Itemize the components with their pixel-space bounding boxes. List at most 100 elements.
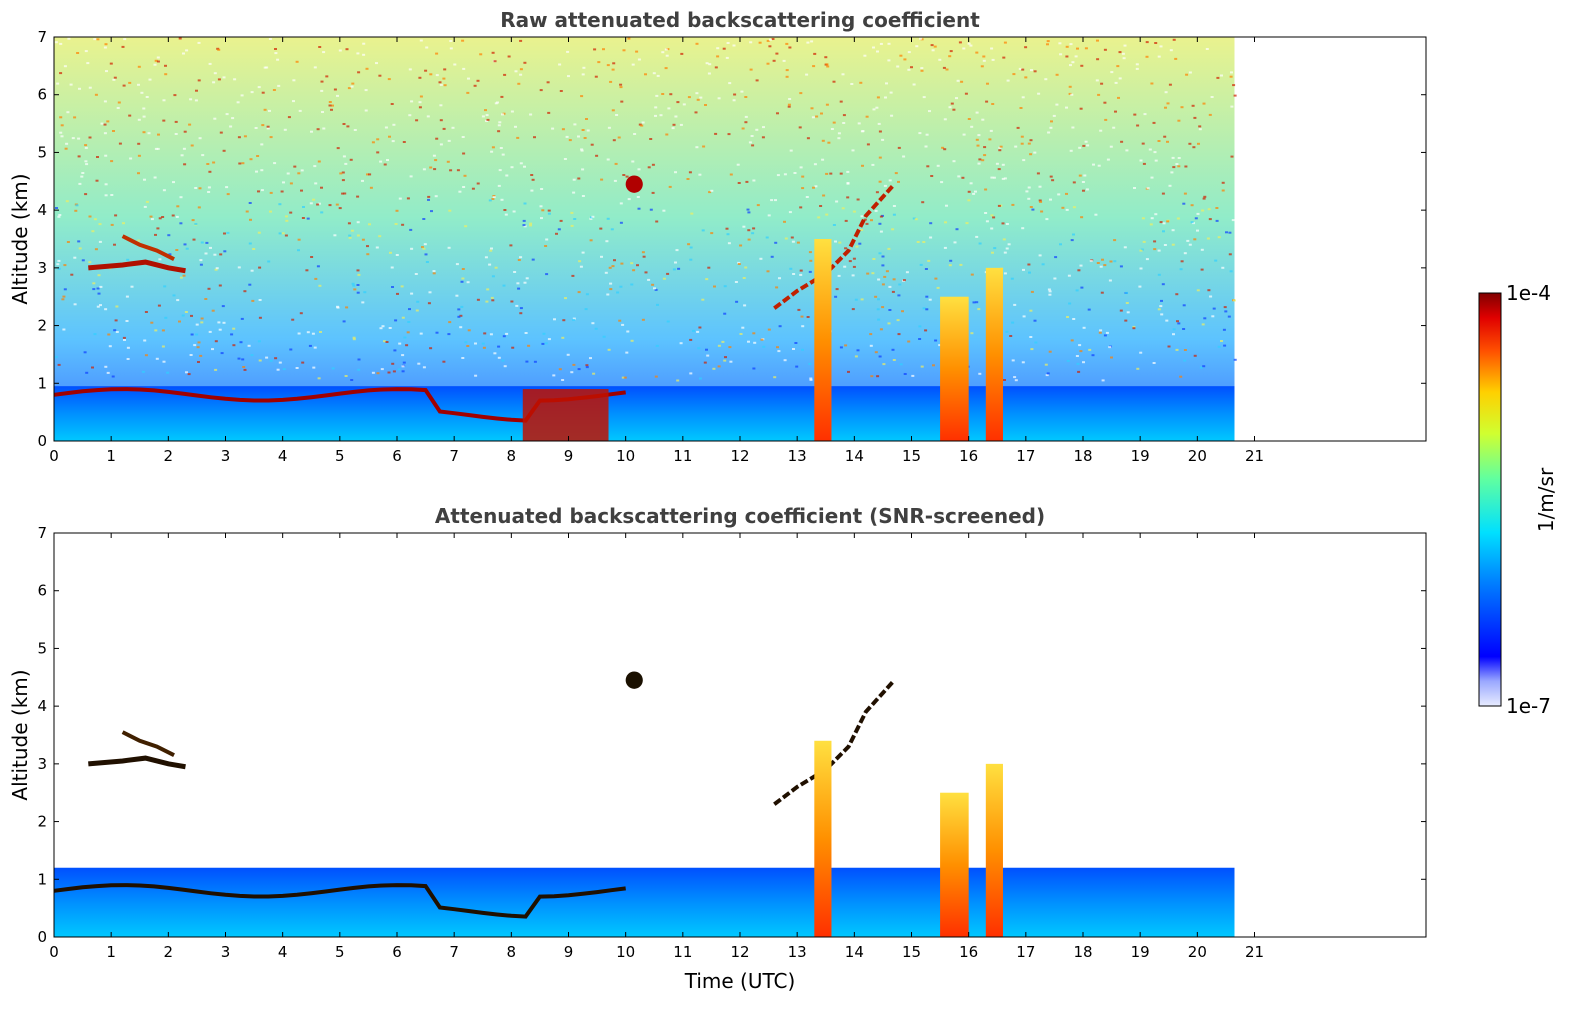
cloud-line (773, 182, 896, 310)
x-tick-label: 21 (1245, 943, 1264, 961)
y-tick-label: 0 (37, 432, 47, 450)
y-tick-label: 6 (37, 582, 47, 600)
chart-title: Attenuated backscattering coefficient (S… (435, 504, 1045, 528)
heatmap-area (53, 671, 1235, 937)
x-tick-label: 17 (1016, 447, 1035, 465)
x-tick-label: 6 (392, 943, 402, 961)
x-tick-label: 13 (788, 943, 807, 961)
colorbar: 1e-4 1e-7 1/m/sr (1478, 281, 1558, 718)
x-tick-label: 21 (1245, 447, 1264, 465)
cloud-line (773, 678, 896, 806)
x-tick-label: 6 (392, 447, 402, 465)
x-tick-label: 10 (616, 943, 635, 961)
x-tick-label: 7 (449, 943, 459, 961)
precip-column (814, 740, 832, 937)
y-axis: 0 1 2 3 4 5 6 7 (37, 524, 1426, 946)
aerosol-line (121, 234, 175, 261)
dense-aerosol (522, 389, 609, 441)
x-tick-label: 16 (959, 943, 978, 961)
x-tick-label: 15 (902, 447, 921, 465)
snr-screened-panel: Attenuated backscattering coefficient (S… (8, 504, 1427, 993)
y-tick-label: 7 (37, 28, 47, 46)
x-tick-label: 0 (49, 943, 59, 961)
raw-backscatter-panel: Raw attenuated backscattering coefficien… (8, 8, 1427, 465)
colorbar-min-label: 1e-7 (1506, 694, 1551, 718)
x-tick-label: 17 (1016, 943, 1035, 961)
boundary-layer (54, 386, 1235, 441)
x-axis: 0 1 2 3 4 5 6 7 8 9 10 11 12 13 14 15 16 17 18 19 20 21 (49, 37, 1264, 465)
chart-title: Raw attenuated backscattering coefficien… (500, 8, 980, 32)
precip-column (814, 239, 832, 441)
heatmap-area (53, 37, 1237, 441)
x-tick-label: 4 (278, 447, 288, 465)
colorbar-gradient (1478, 292, 1502, 707)
x-tick-label: 12 (730, 943, 749, 961)
x-tick-label: 2 (164, 447, 174, 465)
x-tick-label: 8 (507, 447, 517, 465)
y-tick-label: 1 (37, 374, 47, 392)
x-tick-label: 10 (616, 447, 635, 465)
x-tick-label: 4 (278, 943, 288, 961)
precip-column (985, 267, 1003, 441)
features (53, 671, 1235, 937)
x-tick-label: 19 (1131, 447, 1150, 465)
x-tick-label: 11 (673, 943, 692, 961)
aerosol-line (88, 755, 186, 770)
y-tick-label: 6 (37, 86, 47, 104)
precip-column (940, 792, 969, 937)
x-tick-label: 2 (164, 943, 174, 961)
x-tick-label: 18 (1073, 447, 1092, 465)
features (53, 175, 1235, 441)
aerosol-line (88, 259, 186, 274)
x-tick-label: 1 (106, 943, 116, 961)
y-tick-label: 2 (37, 317, 47, 335)
y-tick-label: 7 (37, 524, 47, 542)
x-axis-label: Time (UTC) (684, 969, 796, 993)
y-tick-label: 5 (37, 143, 47, 161)
x-tick-label: 12 (730, 447, 749, 465)
y-tick-label: 3 (37, 259, 47, 277)
x-tick-label: 18 (1073, 943, 1092, 961)
y-tick-label: 4 (37, 201, 47, 219)
x-tick-label: 8 (507, 943, 517, 961)
y-tick-label: 2 (37, 813, 47, 831)
x-tick-label: 14 (845, 943, 864, 961)
precip-column (985, 763, 1003, 937)
x-tick-label: 7 (449, 447, 459, 465)
x-tick-label: 1 (106, 447, 116, 465)
x-tick-label: 3 (221, 447, 231, 465)
y-tick-label: 0 (37, 928, 47, 946)
y-axis-label: Altitude (km) (8, 173, 32, 304)
boundary-layer (54, 867, 1235, 937)
x-tick-label: 20 (1188, 447, 1207, 465)
cloud (625, 671, 643, 689)
bl-top-line (53, 883, 626, 919)
x-tick-label: 13 (788, 447, 807, 465)
x-axis: 0 1 2 3 4 5 6 7 8 9 10 11 12 13 14 15 16 17 18 19 20 21 (49, 533, 1264, 961)
x-tick-label: 15 (902, 943, 921, 961)
y-tick-label: 4 (37, 697, 47, 715)
cloud (625, 175, 643, 193)
x-tick-label: 3 (221, 943, 231, 961)
y-tick-label: 1 (37, 870, 47, 888)
x-tick-label: 19 (1131, 943, 1150, 961)
y-axis: 0 1 2 3 4 5 6 7 (37, 28, 1426, 450)
x-tick-label: 5 (335, 943, 345, 961)
colorbar-unit-label: 1/m/sr (1534, 467, 1558, 532)
precip-column (940, 296, 969, 441)
x-tick-label: 5 (335, 447, 345, 465)
noise-field (54, 37, 1235, 441)
x-tick-label: 14 (845, 447, 864, 465)
x-tick-label: 11 (673, 447, 692, 465)
x-tick-label: 16 (959, 447, 978, 465)
aerosol-line (121, 730, 175, 757)
x-tick-label: 0 (49, 447, 59, 465)
colorbar-max-label: 1e-4 (1506, 281, 1551, 305)
noise-speckle (54, 37, 1237, 382)
x-tick-label: 20 (1188, 943, 1207, 961)
x-tick-label: 9 (564, 447, 574, 465)
y-tick-label: 3 (37, 755, 47, 773)
y-tick-label: 5 (37, 639, 47, 657)
y-axis-label: Altitude (km) (8, 669, 32, 800)
